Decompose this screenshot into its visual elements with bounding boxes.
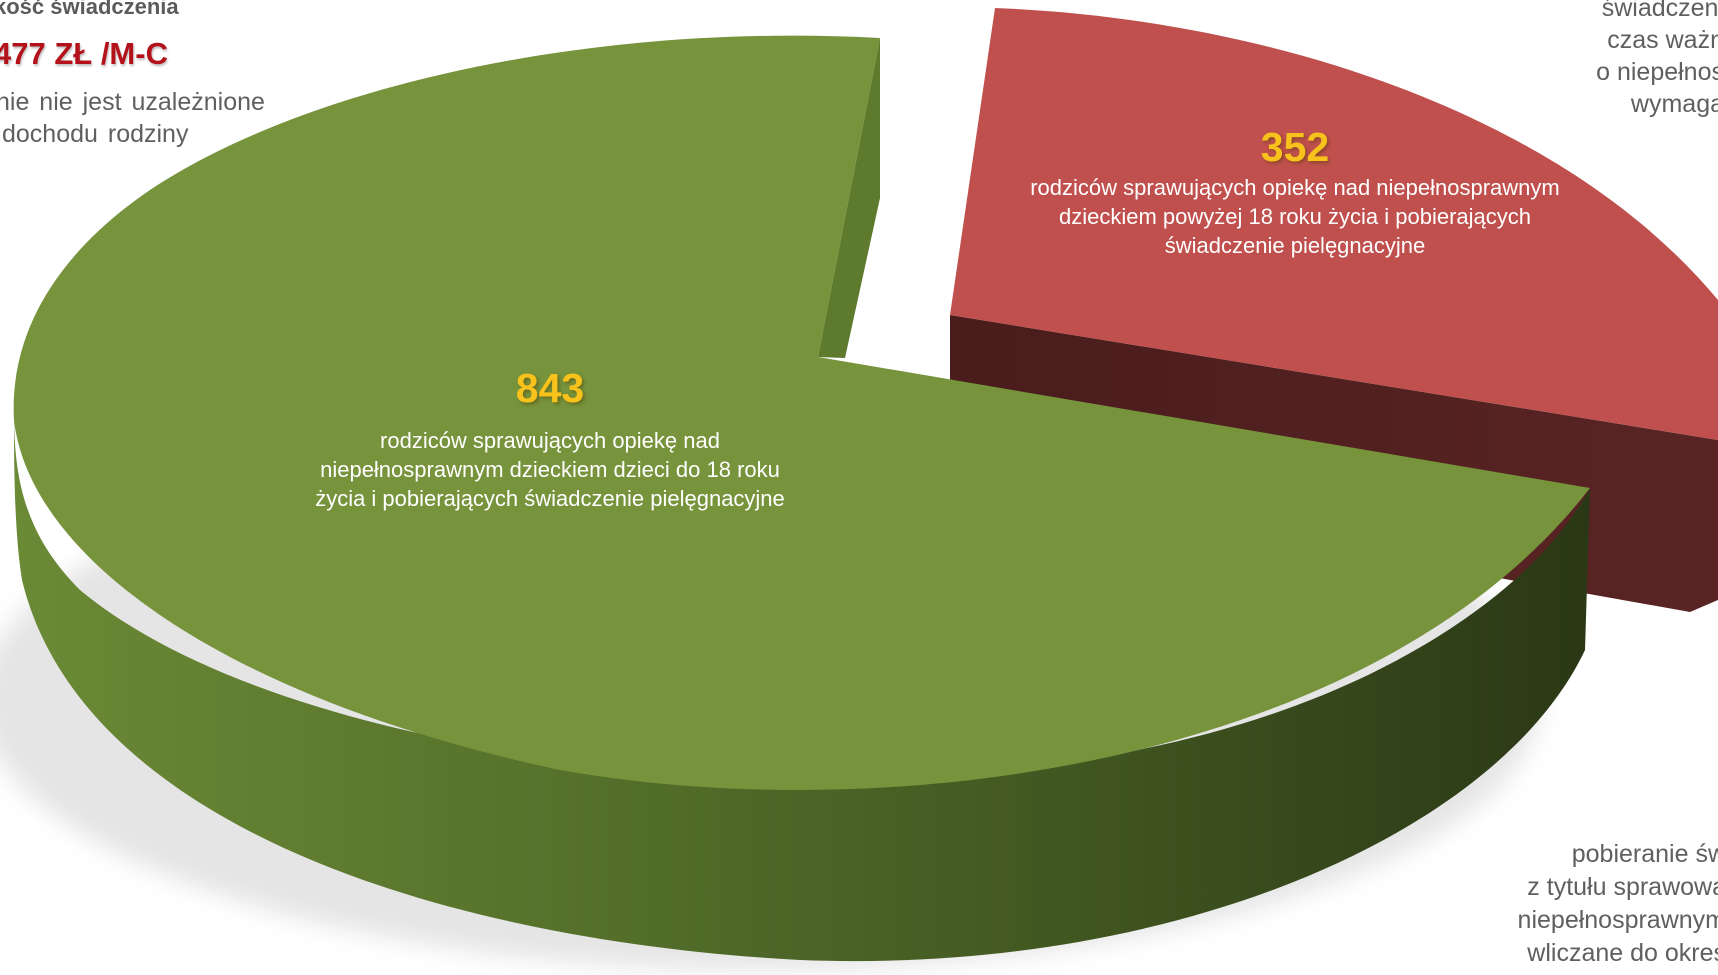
bottom-right-note-line: niepełnosprawnym <box>1517 906 1718 934</box>
slice-843-side <box>14 408 1590 962</box>
benefit-amount-heading: kość świadczenia <box>0 0 179 19</box>
bottom-right-note: pobieranie św z tytułu sprawowa niepełno… <box>1518 838 1718 970</box>
top-right-note-line: o niepełnos <box>1596 58 1718 86</box>
slice-843-back-edge <box>818 38 880 358</box>
benefit-income-note-line: dochodu rodziny <box>2 120 189 148</box>
benefit-income-note-line: nie nie jest uzależnione <box>0 88 265 116</box>
top-right-note: świadczeni czas ważn o niepełnos wymaga <box>1596 0 1718 120</box>
slice-352-top <box>950 8 1718 440</box>
slice-843-description: rodziców sprawujących opiekę nad niepełn… <box>315 428 785 511</box>
bottom-right-note-line: z tytułu sprawowa <box>1527 873 1718 901</box>
slice-843-top <box>13 35 1591 790</box>
bottom-right-note-line: wliczane do okres <box>1527 939 1718 967</box>
top-right-note-line: wymaga <box>1630 90 1718 118</box>
slice-352-value-label: 352 <box>1260 124 1330 170</box>
slice-352-description: rodziców sprawujących opiekę nad niepełn… <box>1030 175 1560 258</box>
slice-843-value-label: 843 <box>515 365 585 411</box>
top-right-note-line: świadczeni <box>1601 0 1718 22</box>
slice-843 <box>13 35 1591 962</box>
top-right-note-line: czas ważn <box>1607 26 1718 54</box>
bottom-right-note-line: pobieranie św <box>1571 840 1718 868</box>
benefit-amount-value: 477 ZŁ /M-C <box>0 36 168 71</box>
benefit-income-note: nie nie jest uzależnione dochodu rodziny <box>0 86 265 150</box>
